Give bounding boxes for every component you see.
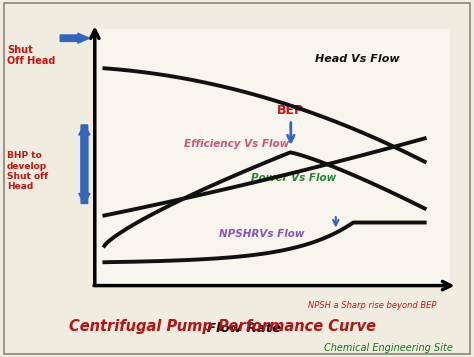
Text: NPSH a Sharp rise beyond BEP: NPSH a Sharp rise beyond BEP [308,301,437,310]
Text: NPSHRVs Flow: NPSHRVs Flow [219,229,305,239]
Text: Centrifugal Pump Performance Curve: Centrifugal Pump Performance Curve [69,319,376,334]
Text: Flow Rate: Flow Rate [207,322,281,335]
Text: Shut
Off Head: Shut Off Head [7,45,55,66]
Text: BHP to
develop
Shut off
Head: BHP to develop Shut off Head [7,151,48,191]
Text: Efficiency Vs Flow: Efficiency Vs Flow [184,139,289,149]
Text: Head Vs Flow: Head Vs Flow [315,54,400,64]
Text: Power Vs Flow: Power Vs Flow [251,173,337,183]
Text: BEP: BEP [277,105,304,117]
Text: Chemical Engineering Site: Chemical Engineering Site [324,343,453,353]
